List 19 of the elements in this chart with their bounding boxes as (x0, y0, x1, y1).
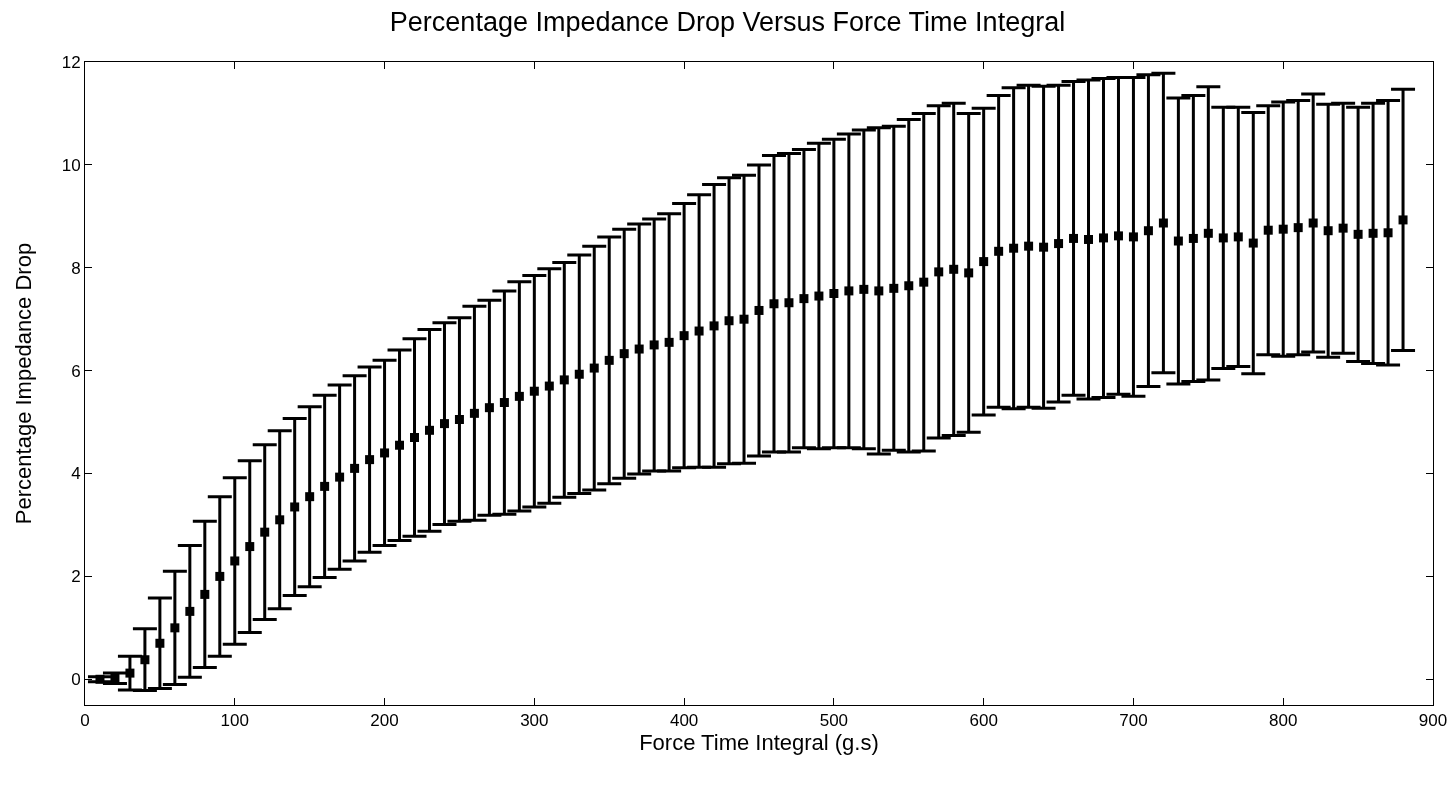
y-tick-label: 6 (71, 361, 81, 381)
y-tick-label: 4 (71, 464, 81, 484)
x-tick-label: 500 (819, 711, 849, 731)
x-tick-label: 800 (1269, 711, 1298, 731)
chart-title: Percentage Impedance Drop Versus Force Time Integral (389, 6, 1066, 37)
x-tick-label: 900 (1418, 711, 1448, 731)
x-axis-title: Force Time Integral (g.s) (639, 730, 879, 756)
x-tick-label: 300 (520, 711, 549, 731)
x-tick-label: 600 (969, 711, 998, 731)
x-tick-label: 700 (1119, 711, 1148, 731)
y-tick-label: 12 (61, 52, 81, 72)
x-tick-label: 400 (669, 711, 699, 731)
x-tick-label: 100 (220, 711, 249, 731)
y-tick-label: 10 (61, 155, 81, 175)
y-tick-label: 2 (71, 567, 81, 587)
x-tick-label: 200 (370, 711, 399, 731)
y-tick-label: 0 (71, 670, 81, 690)
y-axis-title: Percentage Impedance Drop (11, 242, 36, 525)
y-tick-label: 8 (71, 258, 81, 278)
